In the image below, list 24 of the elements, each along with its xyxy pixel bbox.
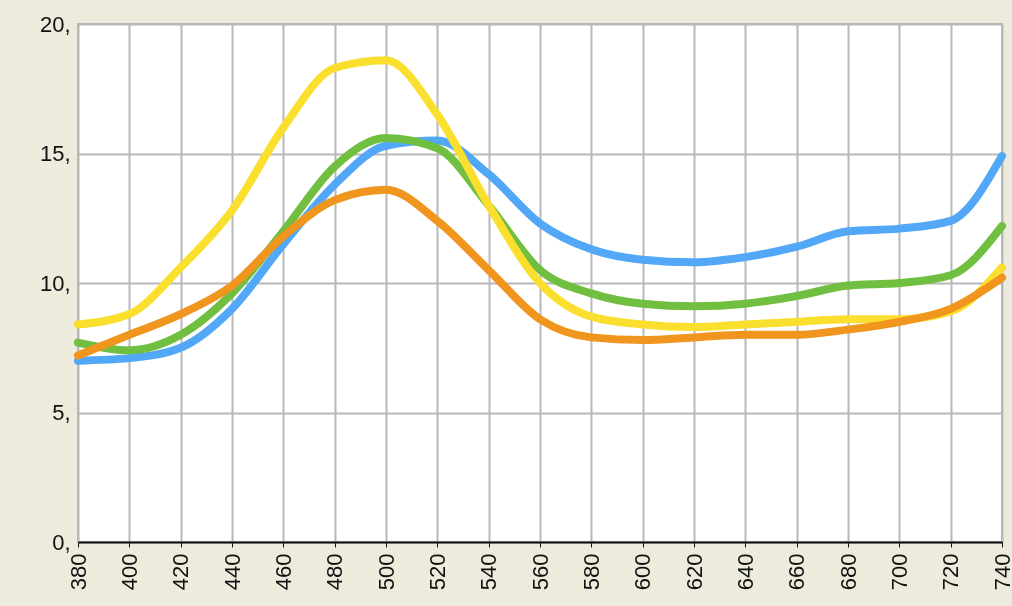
x-tick-label: 580 <box>578 553 604 591</box>
x-tick-label: 600 <box>630 553 656 591</box>
x-tick-label: 400 <box>116 553 142 591</box>
x-tick-label: 740 <box>989 553 1012 591</box>
x-tick-label: 480 <box>322 553 348 591</box>
x-tick-label: 540 <box>476 553 502 591</box>
x-tick-label: 520 <box>424 553 450 591</box>
x-tick-label: 500 <box>373 553 399 591</box>
x-tick-label: 440 <box>219 553 245 591</box>
x-tick-label: 660 <box>784 553 810 591</box>
x-tick-label: 620 <box>681 553 707 591</box>
x-tick-label: 700 <box>886 553 912 591</box>
x-tick-label: 380 <box>65 553 91 591</box>
x-tick-label: 460 <box>270 553 296 591</box>
y-tick-label: 20, <box>39 11 71 37</box>
y-tick-label: 10, <box>39 270 71 296</box>
x-tick-label: 680 <box>835 553 861 591</box>
x-tick-label: 560 <box>527 553 553 591</box>
x-tick-label: 640 <box>732 553 758 591</box>
y-tick-label: 5, <box>52 400 71 425</box>
y-tick-label: 0, <box>52 529 71 555</box>
y-tick-label: 15, <box>39 141 71 166</box>
x-tick-label: 720 <box>938 553 964 591</box>
x-tick-label: 420 <box>168 553 194 591</box>
